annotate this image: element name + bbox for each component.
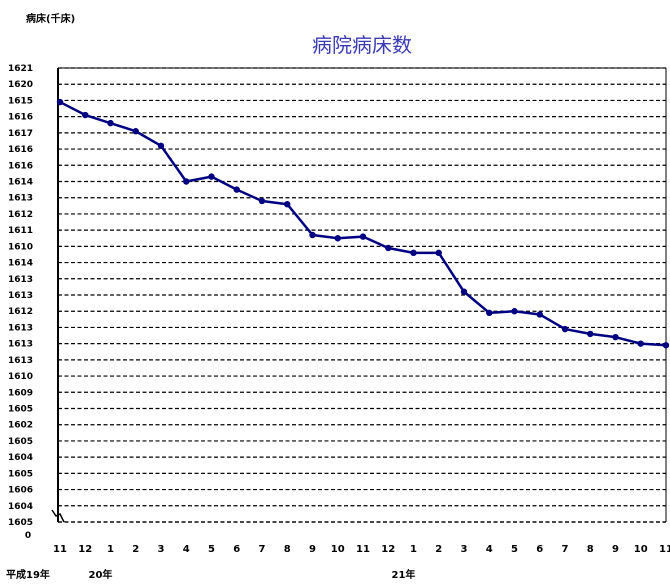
x-tick-label: 1 (410, 544, 417, 555)
data-point (56, 98, 64, 106)
data-point (258, 197, 266, 205)
x-tick-label: 5 (208, 544, 215, 555)
data-point (132, 128, 139, 135)
y-tick-label: 1613 (8, 291, 33, 301)
x-tick-label: 8 (284, 544, 291, 555)
y-tick-label: 1609 (8, 388, 33, 398)
data-point (82, 111, 89, 119)
y-tick-label: 1604 (8, 453, 33, 463)
data-point (157, 142, 165, 150)
y-tick-label: 1620 (8, 80, 33, 90)
x-tick-label: 7 (259, 544, 266, 555)
data-point (334, 235, 341, 242)
x-tick-label: 7 (562, 544, 569, 555)
y-tick-label: 1621 (8, 64, 33, 74)
x-tick-label: 4 (183, 544, 190, 555)
axis-break-mark (51, 509, 65, 523)
x-axis-ticks: 11 12 1 2 3 4 5 6 7 8 9 10 11 12 1 2 3 4 5 6 7 8 9 10 11 (53, 544, 670, 555)
y-tick-label: 1605 (8, 437, 33, 447)
y-axis-ticks: 1605 1604 1606 1605 1604 1605 1602 1605 1609 1610… (8, 64, 33, 528)
y-tick-label: 1614 (8, 259, 33, 269)
series-group (56, 98, 670, 349)
data-point (587, 330, 594, 338)
year-labels: 平成19年 20年 21年 (6, 568, 415, 581)
y-tick-label: 1611 (8, 226, 33, 236)
data-point (561, 325, 569, 333)
data-point (208, 173, 215, 180)
x-tick-label: 8 (587, 544, 594, 555)
y-tick-label: 1613 (8, 194, 33, 204)
x-tick-label: 12 (381, 544, 395, 555)
grid-lines (58, 67, 666, 523)
x-tick-label: 5 (511, 544, 518, 555)
y-tick-label: 1612 (8, 307, 33, 317)
y-tick-label: 1605 (8, 469, 33, 479)
y-tick-label: 1616 (8, 161, 33, 171)
data-point (410, 249, 417, 257)
x-tick-label: 1 (107, 544, 114, 555)
chart-title: 病院病床数 (312, 33, 412, 57)
x-tick-label: 10 (634, 544, 648, 555)
data-point (284, 201, 291, 208)
y-tick-label: 1605 (8, 518, 33, 528)
y-tick-label: 1613 (8, 323, 33, 333)
y-tick-label: 1605 (8, 405, 33, 415)
x-tick-label: 9 (309, 544, 316, 555)
year-label: 20年 (89, 568, 113, 581)
x-tick-label: 4 (486, 544, 493, 555)
data-point (486, 309, 493, 317)
data-point (662, 342, 670, 349)
x-tick-label: 6 (233, 544, 240, 555)
series-line (59, 100, 667, 347)
x-tick-label: 3 (158, 544, 165, 555)
x-tick-label: 9 (612, 544, 619, 555)
y-tick-label: 1614 (8, 178, 33, 188)
data-point (233, 186, 240, 193)
y-tick-label: 1617 (8, 129, 33, 139)
y-tick-label: 1613 (8, 275, 33, 285)
y-tick-label: 1612 (8, 210, 33, 220)
data-point (460, 288, 468, 295)
y-tick-label: 1613 (8, 340, 33, 350)
x-tick-label: 11 (356, 544, 370, 555)
y-tick-label: 1616 (8, 113, 33, 123)
y-tick-label: 1613 (8, 356, 33, 366)
x-tick-label: 11 (53, 544, 67, 555)
y-axis-unit-label: 病床(千床) (26, 12, 75, 25)
x-tick-label: 2 (435, 544, 442, 555)
y-tick-label: 1610 (8, 242, 33, 252)
y-tick-label: 1606 (8, 486, 33, 496)
data-point (612, 333, 619, 341)
data-point (536, 311, 543, 318)
x-tick-label: 10 (331, 544, 345, 555)
x-tick-label: 12 (78, 544, 92, 555)
data-point (183, 178, 190, 185)
y-tick-label: 1602 (8, 421, 33, 431)
y-tick-label: 1610 (8, 372, 33, 382)
data-point (637, 340, 644, 347)
data-point (107, 119, 114, 127)
data-point (435, 249, 442, 257)
x-tick-label: 3 (461, 544, 468, 555)
x-tick-label: 2 (132, 544, 139, 555)
y-tick-label: 1616 (8, 145, 33, 155)
y-tick-label: 1604 (8, 502, 33, 512)
y-axis-zero-label: 0 (25, 531, 31, 541)
x-tick-label: 11 (659, 544, 670, 555)
year-label: 21年 (392, 568, 416, 581)
y-tick-label: 1615 (8, 96, 33, 106)
data-point (359, 233, 367, 240)
data-point (385, 244, 392, 252)
year-label: 平成19年 (6, 568, 50, 581)
axes (51, 67, 667, 523)
x-tick-label: 6 (536, 544, 543, 555)
data-point (309, 231, 316, 239)
data-point (511, 308, 518, 315)
